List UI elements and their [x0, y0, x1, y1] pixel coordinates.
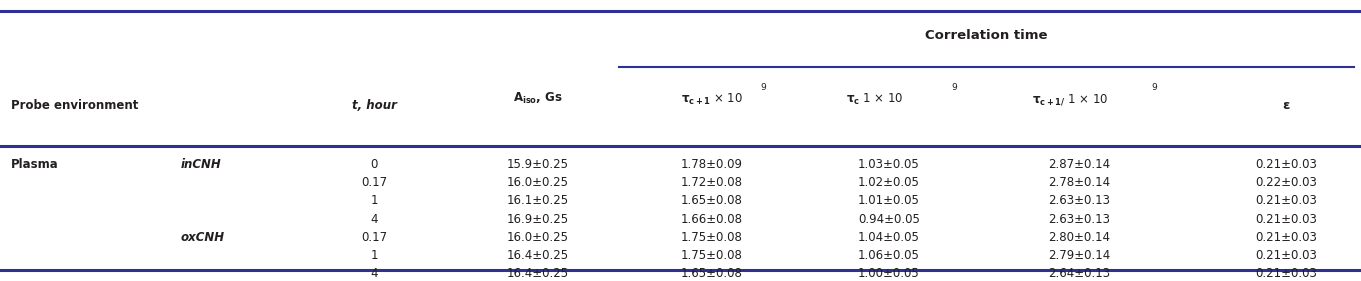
Text: 0.17: 0.17: [361, 231, 388, 244]
Text: 4: 4: [370, 213, 378, 226]
Text: Probe environment: Probe environment: [11, 99, 139, 112]
Text: 9: 9: [951, 83, 957, 92]
Text: $\mathbf{\varepsilon}$: $\mathbf{\varepsilon}$: [1282, 99, 1290, 112]
Text: 1.03±0.05: 1.03±0.05: [857, 158, 920, 171]
Text: 2.63±0.13: 2.63±0.13: [1048, 194, 1111, 207]
Text: 1.65±0.08: 1.65±0.08: [680, 194, 743, 207]
Text: 2.78±0.14: 2.78±0.14: [1048, 176, 1111, 189]
Text: inCNH: inCNH: [181, 158, 222, 171]
Text: 0: 0: [370, 158, 378, 171]
Text: 16.0±0.25: 16.0±0.25: [506, 231, 569, 244]
Text: 0.21±0.03: 0.21±0.03: [1255, 213, 1317, 226]
Text: 2.63±0.13: 2.63±0.13: [1048, 213, 1111, 226]
Text: 1.75±0.08: 1.75±0.08: [680, 249, 743, 262]
Text: 0.94±0.05: 0.94±0.05: [857, 213, 920, 226]
Text: 1.00±0.05: 1.00±0.05: [857, 268, 920, 280]
Text: 1.66±0.08: 1.66±0.08: [680, 213, 743, 226]
Text: 1: 1: [370, 194, 378, 207]
Text: 2.80±0.14: 2.80±0.14: [1048, 231, 1111, 244]
Text: $\mathbf{A_{iso}}$, Gs: $\mathbf{A_{iso}}$, Gs: [513, 91, 562, 106]
Text: Correlation time: Correlation time: [925, 29, 1048, 42]
Text: 1.65±0.08: 1.65±0.08: [680, 268, 743, 280]
Text: 2.79±0.14: 2.79±0.14: [1048, 249, 1111, 262]
Text: 1.78±0.09: 1.78±0.09: [680, 158, 743, 171]
Text: 4: 4: [370, 268, 378, 280]
Text: Plasma: Plasma: [11, 158, 59, 171]
Text: $\mathbf{\tau_c}$ 1 × 10: $\mathbf{\tau_c}$ 1 × 10: [847, 92, 904, 107]
Text: 16.4±0.25: 16.4±0.25: [506, 249, 569, 262]
Text: 16.1±0.25: 16.1±0.25: [506, 194, 569, 207]
Text: 0.17: 0.17: [361, 176, 388, 189]
Text: 0.21±0.03: 0.21±0.03: [1255, 231, 1317, 244]
Text: 0.22±0.03: 0.22±0.03: [1255, 176, 1317, 189]
Text: 1.02±0.05: 1.02±0.05: [857, 176, 920, 189]
Text: 0.21±0.03: 0.21±0.03: [1255, 268, 1317, 280]
Text: $\mathbf{\tau_{c+1}}$ × 10: $\mathbf{\tau_{c+1}}$ × 10: [680, 92, 743, 107]
Text: 16.0±0.25: 16.0±0.25: [506, 176, 569, 189]
Text: 2.87±0.14: 2.87±0.14: [1048, 158, 1111, 171]
Text: 1.06±0.05: 1.06±0.05: [857, 249, 920, 262]
Text: t, hour: t, hour: [352, 99, 396, 112]
Text: 16.4±0.25: 16.4±0.25: [506, 268, 569, 280]
Text: 0.21±0.03: 0.21±0.03: [1255, 158, 1317, 171]
Text: 0.21±0.03: 0.21±0.03: [1255, 249, 1317, 262]
Text: 9: 9: [1151, 83, 1157, 92]
Text: 16.9±0.25: 16.9±0.25: [506, 213, 569, 226]
Text: $\mathbf{\tau_{c+1/}}$ 1 × 10: $\mathbf{\tau_{c+1/}}$ 1 × 10: [1032, 92, 1108, 107]
Text: 15.9±0.25: 15.9±0.25: [506, 158, 569, 171]
Text: 1.01±0.05: 1.01±0.05: [857, 194, 920, 207]
Text: 0.21±0.03: 0.21±0.03: [1255, 194, 1317, 207]
Text: 1.75±0.08: 1.75±0.08: [680, 231, 743, 244]
Text: 1: 1: [370, 249, 378, 262]
Text: 1.04±0.05: 1.04±0.05: [857, 231, 920, 244]
Text: 2.64±0.13: 2.64±0.13: [1048, 268, 1111, 280]
Text: oxCNH: oxCNH: [181, 231, 225, 244]
Text: 9: 9: [761, 83, 766, 92]
Text: 1.72±0.08: 1.72±0.08: [680, 176, 743, 189]
